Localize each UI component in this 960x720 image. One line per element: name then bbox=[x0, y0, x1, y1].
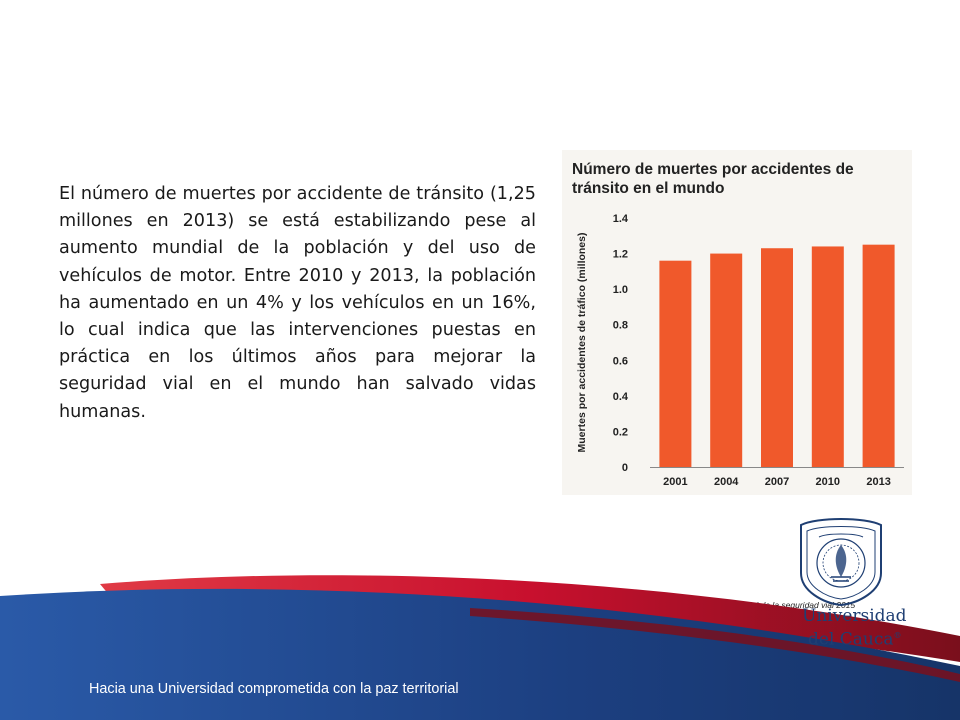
bar-2010 bbox=[811, 246, 844, 467]
bar-2007 bbox=[761, 248, 793, 467]
banner-dark-red-stripe bbox=[470, 608, 960, 682]
footer-banner bbox=[0, 575, 960, 720]
y-axis-label: Muertes por accidentes de tráfico (millo… bbox=[576, 233, 588, 453]
x-tick-label: 2013 bbox=[866, 476, 890, 488]
y-tick-label: 0.6 bbox=[613, 355, 628, 367]
university-name: Universidad del Cauca® bbox=[802, 607, 912, 650]
x-tick-label: 2004 bbox=[714, 476, 739, 488]
bar-2013 bbox=[862, 244, 895, 467]
y-tick-label: 0.2 bbox=[613, 426, 628, 438]
y-tick-label: 1.0 bbox=[613, 284, 628, 296]
footer-slogan: Hacia una Universidad comprometida con l… bbox=[89, 681, 459, 697]
y-tick-label: 0.4 bbox=[613, 391, 629, 403]
university-name-line1: Universidad bbox=[802, 606, 907, 626]
university-seal-icon bbox=[800, 518, 882, 607]
bar-chart: 0 0.2 0.4 0.6 0.8 1.0 1.2 1.4 Muertes por accide… bbox=[576, 213, 904, 488]
x-tick-label: 2007 bbox=[765, 476, 789, 488]
registered-mark: ® bbox=[893, 631, 902, 640]
body-paragraph: El número de muertes por accidente de tr… bbox=[59, 184, 536, 422]
y-tick-label: 0 bbox=[622, 462, 628, 474]
y-tick-label: 1.4 bbox=[613, 213, 629, 225]
university-name-line2: del Cauca bbox=[808, 629, 894, 650]
y-tick-label: 0.8 bbox=[613, 320, 628, 332]
x-tick-label: 2010 bbox=[816, 476, 840, 488]
banner-blue-wave bbox=[0, 588, 960, 720]
bar-2004 bbox=[710, 253, 743, 467]
y-tick-label: 1.2 bbox=[613, 249, 628, 261]
bar-2001 bbox=[659, 260, 692, 467]
x-tick-label: 2001 bbox=[663, 476, 687, 488]
chart-title: Número de muertes por accidentes de trán… bbox=[572, 161, 854, 197]
